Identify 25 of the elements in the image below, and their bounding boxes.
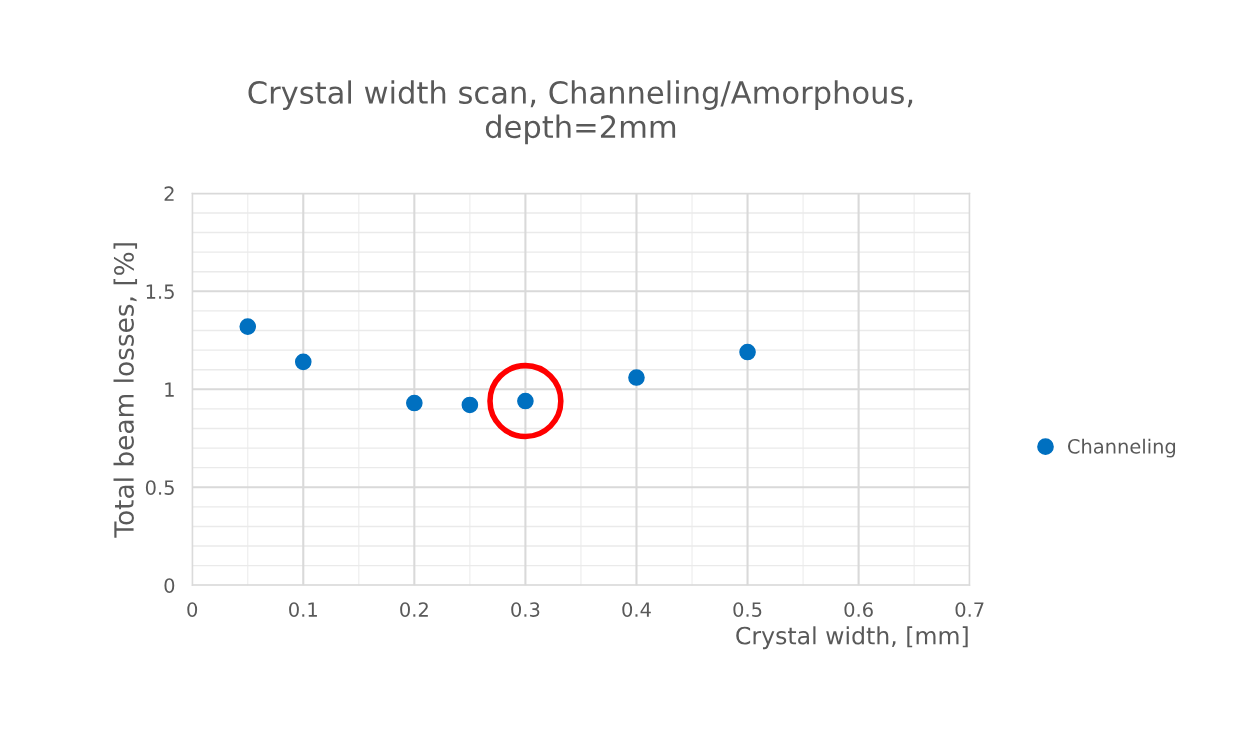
x-tick-label: 0.2: [400, 602, 428, 617]
y-tick-label: 0.5: [145, 480, 174, 495]
x-tick-label: 0.6: [844, 602, 873, 617]
y-axis-title: Total beam losses, [%]: [113, 243, 138, 538]
x-axis-title: Crystal width, [mm]: [736, 626, 968, 650]
y-tick-label: 1.5: [146, 284, 174, 299]
legend-label: Channeling: [1067, 438, 1176, 458]
x-tick-label: 0: [187, 602, 198, 617]
y-tick-label: 1: [165, 382, 174, 397]
point: [294, 353, 312, 371]
point: [239, 318, 257, 335]
chart-title: Crystal width scan, Channeling/Amorphous, depth=2mm: [248, 80, 913, 145]
y-tick-label: 2: [164, 186, 174, 201]
point: [517, 392, 534, 410]
y-tick-label: 0: [164, 578, 175, 593]
point: [739, 343, 756, 361]
x-tick-label: 0.7: [955, 602, 984, 617]
x-tick-label: 0.5: [733, 602, 762, 617]
x-tick-label: 0.1: [289, 602, 317, 617]
point: [406, 394, 423, 412]
x-tick-label: 0.4: [622, 602, 651, 617]
x-tick-label: 0.3: [511, 602, 540, 617]
point: [461, 396, 479, 414]
point: [487, 362, 564, 440]
point: [628, 369, 645, 386]
